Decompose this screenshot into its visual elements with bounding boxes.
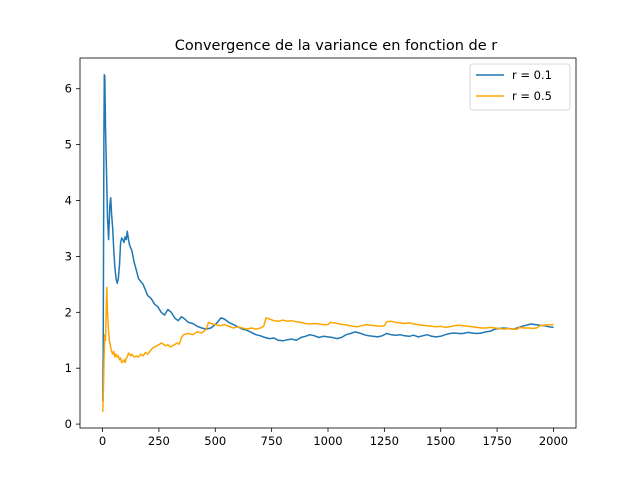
plot-frame (79, 57, 577, 429)
x-tick-label: 1000 (313, 434, 342, 448)
x-tick-label: 500 (204, 434, 226, 448)
series-line (102, 74, 554, 402)
x-axis: 0 250 500 750 1000 1250 1500 1750 2000 (99, 428, 568, 448)
x-tick-label: 2000 (539, 434, 568, 448)
x-tick-label: 1750 (482, 434, 511, 448)
y-tick-label: 6 (65, 82, 72, 96)
x-tick-label: 250 (148, 434, 170, 448)
y-tick-label: 4 (65, 194, 72, 208)
legend: r = 0.1 r = 0.5 (469, 63, 571, 111)
x-tick-label: 1500 (426, 434, 455, 448)
x-tick-label: 1250 (370, 434, 399, 448)
x-tick-label: 0 (99, 434, 106, 448)
series-layer (102, 74, 554, 412)
x-tick-label: 750 (261, 434, 283, 448)
y-tick-label: 3 (65, 249, 72, 263)
series-line (102, 286, 554, 412)
y-tick-label: 2 (65, 305, 72, 319)
y-tick-label: 0 (65, 417, 72, 431)
chart-title: Convergence de la variance en fonction d… (175, 38, 497, 54)
y-axis: 0 1 2 3 4 5 6 (65, 82, 80, 431)
y-tick-label: 5 (65, 138, 72, 152)
legend-label: r = 0.1 (512, 68, 552, 82)
legend-label: r = 0.5 (512, 89, 552, 103)
y-tick-label: 1 (65, 361, 72, 375)
